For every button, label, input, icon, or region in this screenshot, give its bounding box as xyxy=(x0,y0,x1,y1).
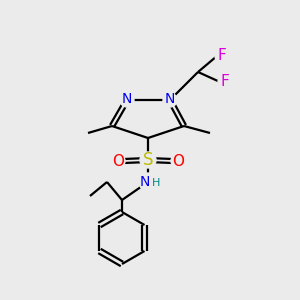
Text: N: N xyxy=(140,175,150,189)
Circle shape xyxy=(171,154,185,168)
Text: O: O xyxy=(172,154,184,169)
Circle shape xyxy=(120,93,134,107)
Text: N: N xyxy=(165,92,175,106)
Circle shape xyxy=(218,75,232,89)
Text: N: N xyxy=(122,92,132,106)
Text: O: O xyxy=(112,154,124,169)
Circle shape xyxy=(139,173,157,191)
Circle shape xyxy=(215,49,229,63)
Circle shape xyxy=(111,154,125,168)
Text: F: F xyxy=(218,49,226,64)
Circle shape xyxy=(140,152,156,168)
Text: S: S xyxy=(143,151,153,169)
Text: F: F xyxy=(220,74,230,89)
Text: H: H xyxy=(152,178,160,188)
Circle shape xyxy=(163,93,177,107)
